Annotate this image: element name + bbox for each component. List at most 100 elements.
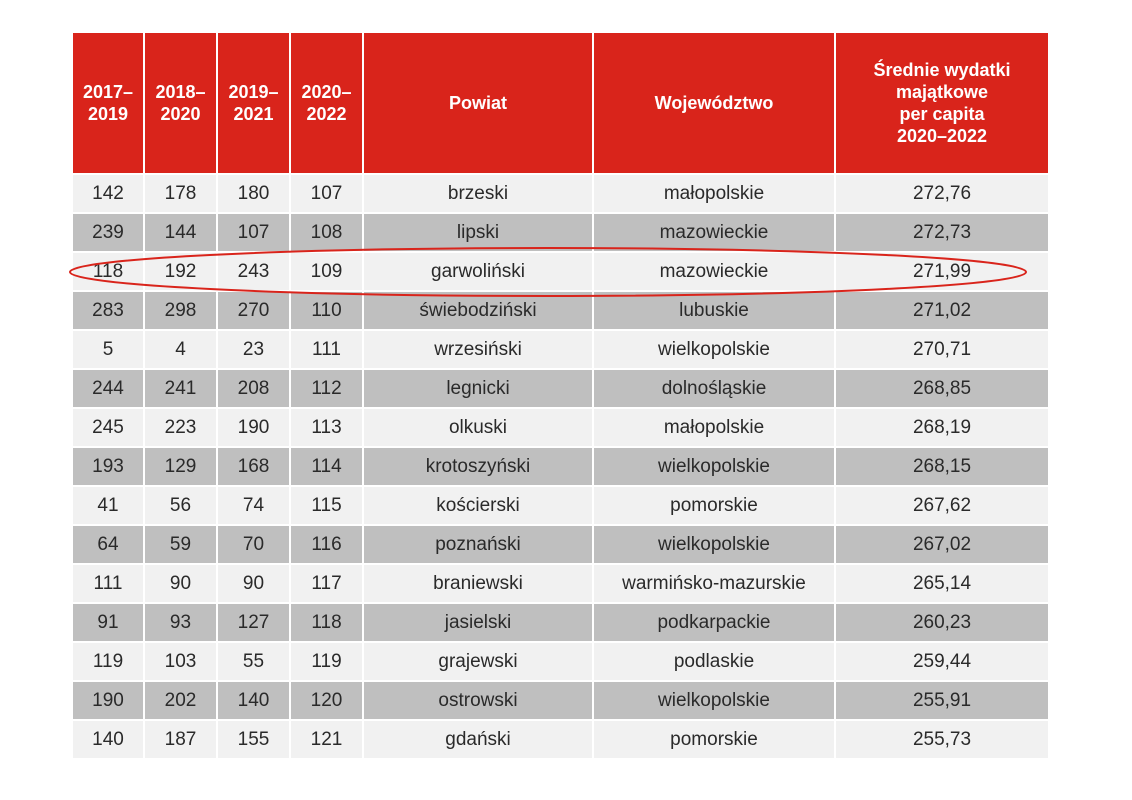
cell-wojewodztwo: podkarpackie <box>594 602 836 641</box>
cell-rank-2018-2020: 144 <box>145 212 218 251</box>
cell-rank-2019-2021: 70 <box>218 524 291 563</box>
cell-rank-2019-2021: 190 <box>218 407 291 446</box>
cell-srednie-wydatki: 271,02 <box>836 290 1048 329</box>
cell-powiat: grajewski <box>364 641 594 680</box>
cell-rank-2019-2021: 127 <box>218 602 291 641</box>
cell-wojewodztwo: wielkopolskie <box>594 680 836 719</box>
cell-srednie-wydatki: 265,14 <box>836 563 1048 602</box>
table-row: 5 4 23 111 wrzesiński wielkopolskie 270,71 <box>73 329 1048 368</box>
cell-rank-2018-2020: 192 <box>145 251 218 290</box>
cell-rank-2020-2022: 114 <box>291 446 364 485</box>
table-row: 91 93 127 118 jasielski podkarpackie 260,23 <box>73 602 1048 641</box>
cell-rank-2018-2020: 178 <box>145 173 218 212</box>
cell-rank-2017-2019: 142 <box>73 173 145 212</box>
cell-powiat: kościerski <box>364 485 594 524</box>
cell-powiat: ostrowski <box>364 680 594 719</box>
cell-powiat: gdański <box>364 719 594 758</box>
cell-srednie-wydatki: 268,15 <box>836 446 1048 485</box>
table-row: 64 59 70 116 poznański wielkopolskie 267,02 <box>73 524 1048 563</box>
cell-powiat: olkuski <box>364 407 594 446</box>
cell-rank-2017-2019: 190 <box>73 680 145 719</box>
cell-powiat: wrzesiński <box>364 329 594 368</box>
cell-rank-2017-2019: 119 <box>73 641 145 680</box>
header-row: 2017– 2019 2018– 2020 2019– 2021 2020– 2022 … <box>73 33 1048 173</box>
cell-rank-2019-2021: 243 <box>218 251 291 290</box>
table-row: 41 56 74 115 kościerski pomorskie 267,62 <box>73 485 1048 524</box>
cell-rank-2017-2019: 118 <box>73 251 145 290</box>
cell-rank-2017-2019: 91 <box>73 602 145 641</box>
cell-rank-2020-2022: 109 <box>291 251 364 290</box>
cell-rank-2019-2021: 270 <box>218 290 291 329</box>
cell-rank-2020-2022: 112 <box>291 368 364 407</box>
table-row: 140 187 155 121 gdański pomorskie 255,73 <box>73 719 1048 758</box>
cell-rank-2019-2021: 74 <box>218 485 291 524</box>
cell-powiat: legnicki <box>364 368 594 407</box>
cell-rank-2020-2022: 110 <box>291 290 364 329</box>
header-rank-2020-2022: 2020– 2022 <box>291 33 364 173</box>
cell-rank-2020-2022: 121 <box>291 719 364 758</box>
cell-rank-2019-2021: 140 <box>218 680 291 719</box>
cell-rank-2020-2022: 116 <box>291 524 364 563</box>
table-row: 239 144 107 108 lipski mazowieckie 272,73 <box>73 212 1048 251</box>
cell-rank-2018-2020: 223 <box>145 407 218 446</box>
cell-srednie-wydatki: 255,73 <box>836 719 1048 758</box>
cell-rank-2020-2022: 118 <box>291 602 364 641</box>
cell-rank-2020-2022: 113 <box>291 407 364 446</box>
cell-srednie-wydatki: 255,91 <box>836 680 1048 719</box>
header-rank-2019-2021: 2019– 2021 <box>218 33 291 173</box>
cell-wojewodztwo: wielkopolskie <box>594 329 836 368</box>
cell-rank-2017-2019: 245 <box>73 407 145 446</box>
header-rank-2018-2020: 2018– 2020 <box>145 33 218 173</box>
cell-rank-2018-2020: 187 <box>145 719 218 758</box>
header-wojewodztwo: Województwo <box>594 33 836 173</box>
cell-wojewodztwo: wielkopolskie <box>594 446 836 485</box>
header-rank-2017-2019: 2017– 2019 <box>73 33 145 173</box>
cell-rank-2017-2019: 64 <box>73 524 145 563</box>
cell-rank-2019-2021: 107 <box>218 212 291 251</box>
cell-rank-2018-2020: 103 <box>145 641 218 680</box>
cell-rank-2017-2019: 41 <box>73 485 145 524</box>
cell-srednie-wydatki: 267,02 <box>836 524 1048 563</box>
cell-rank-2017-2019: 111 <box>73 563 145 602</box>
cell-rank-2018-2020: 56 <box>145 485 218 524</box>
cell-rank-2020-2022: 108 <box>291 212 364 251</box>
cell-rank-2017-2019: 140 <box>73 719 145 758</box>
cell-powiat: lipski <box>364 212 594 251</box>
cell-powiat: jasielski <box>364 602 594 641</box>
cell-wojewodztwo: podlaskie <box>594 641 836 680</box>
cell-wojewodztwo: warmińsko-mazurskie <box>594 563 836 602</box>
cell-powiat: krotoszyński <box>364 446 594 485</box>
cell-srednie-wydatki: 268,19 <box>836 407 1048 446</box>
cell-srednie-wydatki: 272,73 <box>836 212 1048 251</box>
cell-rank-2020-2022: 120 <box>291 680 364 719</box>
table-container: 2017– 2019 2018– 2020 2019– 2021 2020– 2022 … <box>73 33 1048 768</box>
cell-srednie-wydatki: 260,23 <box>836 602 1048 641</box>
cell-wojewodztwo: wielkopolskie <box>594 524 836 563</box>
cell-rank-2019-2021: 55 <box>218 641 291 680</box>
cell-rank-2019-2021: 155 <box>218 719 291 758</box>
cell-powiat: brzeski <box>364 173 594 212</box>
table-row: 119 103 55 119 grajewski podlaskie 259,44 <box>73 641 1048 680</box>
cell-srednie-wydatki: 268,85 <box>836 368 1048 407</box>
cell-rank-2020-2022: 119 <box>291 641 364 680</box>
cell-wojewodztwo: dolnośląskie <box>594 368 836 407</box>
cell-wojewodztwo: lubuskie <box>594 290 836 329</box>
cell-rank-2019-2021: 168 <box>218 446 291 485</box>
table-row: 193 129 168 114 krotoszyński wielkopolskie 268… <box>73 446 1048 485</box>
cell-wojewodztwo: mazowieckie <box>594 251 836 290</box>
ranking-table: 2017– 2019 2018– 2020 2019– 2021 2020– 2022 … <box>73 33 1048 758</box>
cell-rank-2017-2019: 239 <box>73 212 145 251</box>
cell-rank-2019-2021: 90 <box>218 563 291 602</box>
table-row: 118 192 243 109 garwoliński mazowieckie 271,99 <box>73 251 1048 290</box>
cell-srednie-wydatki: 259,44 <box>836 641 1048 680</box>
cell-rank-2018-2020: 202 <box>145 680 218 719</box>
table-row: 245 223 190 113 olkuski małopolskie 268,19 <box>73 407 1048 446</box>
cell-rank-2019-2021: 23 <box>218 329 291 368</box>
cell-rank-2017-2019: 283 <box>73 290 145 329</box>
cell-rank-2017-2019: 193 <box>73 446 145 485</box>
cell-wojewodztwo: mazowieckie <box>594 212 836 251</box>
cell-rank-2017-2019: 244 <box>73 368 145 407</box>
cell-powiat: braniewski <box>364 563 594 602</box>
cell-wojewodztwo: małopolskie <box>594 173 836 212</box>
cell-rank-2018-2020: 90 <box>145 563 218 602</box>
